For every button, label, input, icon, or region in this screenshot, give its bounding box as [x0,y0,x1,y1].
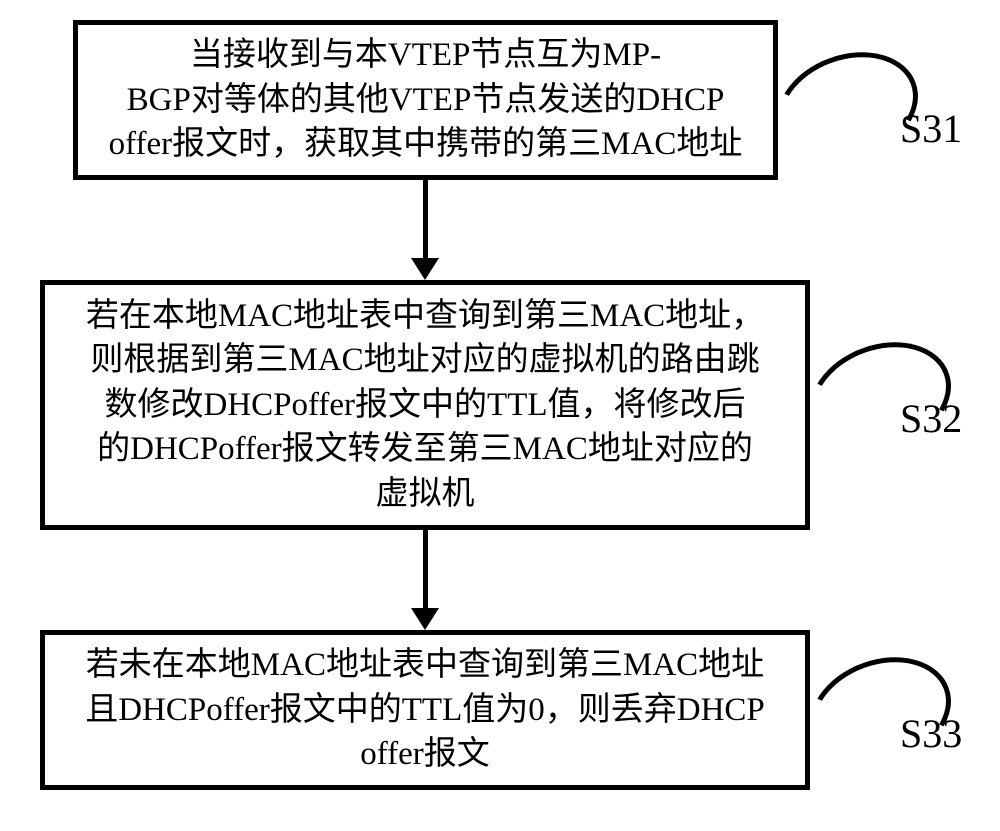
arrow-1-head [411,258,439,280]
arrow-1-line [423,180,428,258]
step-box-2: 若在本地MAC地址表中查询到第三MAC地址， 则根据到第三MAC地址对应的虚拟机… [40,280,810,530]
arrow-2-head [411,608,439,630]
callout-arc-2 [794,323,966,471]
step-box-1: 当接收到与本VTEP节点互为MP- BGP对等体的其他VTEP节点发送的DHCP… [73,20,778,180]
callout-arc-3 [794,638,966,786]
step-text-2: 若在本地MAC地址表中查询到第三MAC地址， 则根据到第三MAC地址对应的虚拟机… [86,294,764,517]
callout-arc-1 [761,33,933,181]
flowchart-canvas: 当接收到与本VTEP节点互为MP- BGP对等体的其他VTEP节点发送的DHCP… [0,0,1000,831]
arrow-2-line [423,530,428,608]
step-text-3: 若未在本地MAC地址表中查询到第三MAC地址 且DHCPoffer报文中的TTL… [85,643,765,777]
step-box-3: 若未在本地MAC地址表中查询到第三MAC地址 且DHCPoffer报文中的TTL… [40,630,810,790]
step-text-1: 当接收到与本VTEP节点互为MP- BGP对等体的其他VTEP节点发送的DHCP… [109,33,743,167]
